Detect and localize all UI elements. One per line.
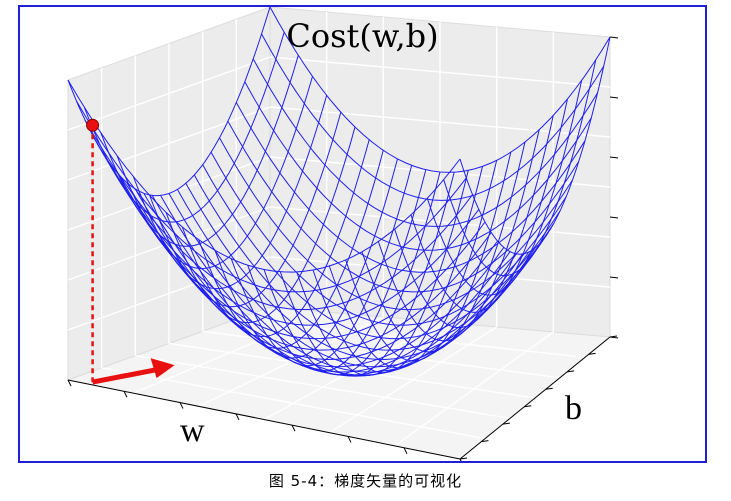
w-tick xyxy=(459,458,462,461)
z-tick xyxy=(609,276,619,279)
b-tick xyxy=(567,370,575,373)
b-tick xyxy=(481,440,489,443)
surface-plot xyxy=(66,7,619,461)
z-tick xyxy=(609,156,619,159)
wire-line-b xyxy=(235,102,586,273)
w-tick xyxy=(235,413,240,421)
w-tick xyxy=(123,391,128,398)
w-tick xyxy=(179,402,184,409)
b-tick xyxy=(524,405,532,408)
chart-title: Cost(w,b) xyxy=(286,17,439,55)
wire-line-b xyxy=(244,81,592,251)
wire-line-w xyxy=(410,98,568,313)
y-axis-label: b xyxy=(565,390,582,427)
wire-line-w xyxy=(426,80,583,296)
b-tick xyxy=(588,352,596,355)
z-tick xyxy=(609,336,619,339)
b-tick xyxy=(459,457,468,460)
grid-line xyxy=(67,56,271,131)
w-tick xyxy=(403,447,408,454)
w-tick xyxy=(291,424,296,432)
cost-point xyxy=(86,118,100,132)
grid-line xyxy=(269,56,611,88)
z-tick xyxy=(609,96,619,99)
wire-line-b xyxy=(261,33,605,201)
wire-line-b xyxy=(252,58,598,227)
z-tick xyxy=(609,36,619,39)
wire-line-w xyxy=(459,36,611,255)
gradient-arrow-head xyxy=(150,358,175,379)
w-tick xyxy=(347,436,352,443)
gradient-arrow-shaft xyxy=(92,367,156,385)
w-axis-line xyxy=(67,379,461,460)
z-tick xyxy=(609,216,619,219)
wire-line-w xyxy=(443,59,597,277)
wire-line-b xyxy=(269,7,611,173)
figure-frame: Cost(w,b) w b xyxy=(18,5,707,463)
b-tick xyxy=(502,422,510,425)
figure-caption: 图 5-4：梯度矢量的可视化 xyxy=(268,472,463,490)
w-tick xyxy=(67,379,72,387)
x-axis-label: w xyxy=(180,412,205,449)
b-axis-line xyxy=(459,336,611,460)
b-tick xyxy=(545,387,553,390)
